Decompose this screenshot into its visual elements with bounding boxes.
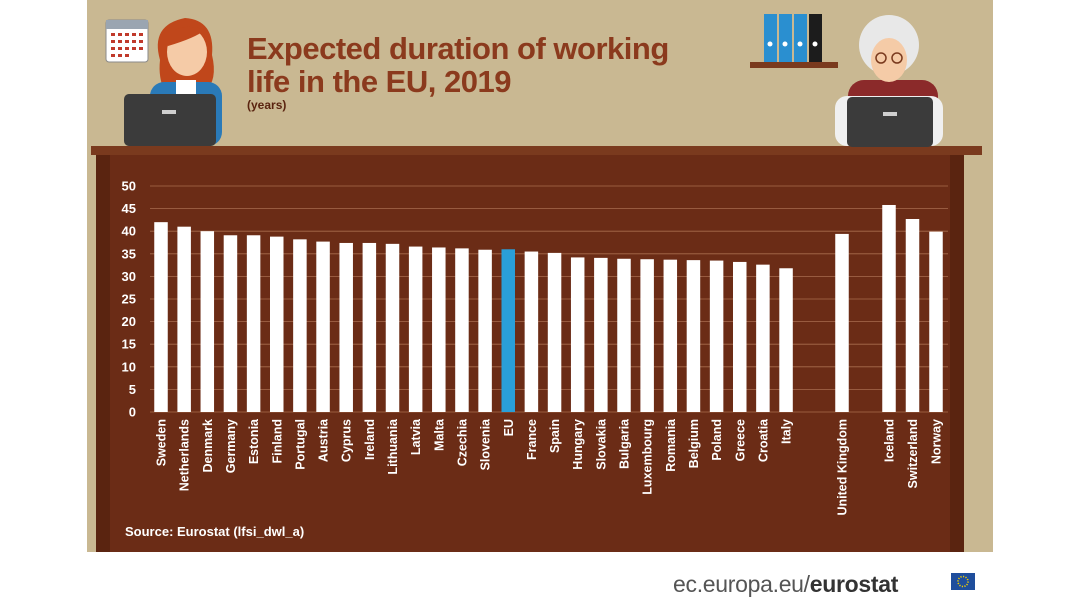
x-tick-label: Estonia — [247, 418, 261, 464]
x-tick-label: Romania — [664, 418, 678, 472]
chart-subtitle: (years) — [247, 98, 287, 112]
title-line-1: Expected duration of working — [247, 31, 669, 66]
desk-leg-left — [96, 155, 110, 552]
bar — [547, 252, 562, 412]
bar — [501, 249, 515, 412]
bar — [293, 239, 307, 412]
bar — [385, 243, 400, 412]
x-tick-label: Slovenia — [479, 418, 493, 470]
chart-title: Expected duration of working life in the… — [247, 32, 669, 98]
y-tick-label: 0 — [129, 405, 136, 420]
bar — [339, 242, 353, 412]
bar — [223, 235, 238, 412]
bar — [200, 231, 215, 412]
x-tick-label: Spain — [548, 419, 562, 453]
x-tick-label: Denmark — [201, 419, 215, 473]
x-tick-label: Poland — [710, 419, 724, 461]
footer-url[interactable]: ec.europa.eu/eurostat — [673, 571, 898, 598]
x-tick-label: Greece — [733, 419, 747, 461]
x-tick-label: Italy — [780, 419, 794, 444]
x-tick-label: Netherlands — [178, 419, 192, 491]
x-tick-label: Hungary — [571, 419, 585, 470]
x-tick-label: United Kingdom — [836, 419, 850, 516]
bar — [177, 226, 191, 412]
x-tick-label: EU — [502, 419, 516, 436]
x-tick-label: Norway — [930, 419, 944, 464]
y-tick-label: 15 — [122, 337, 136, 352]
footer-domain: ec.europa.eu/ — [673, 571, 810, 597]
x-tick-label: Ireland — [363, 419, 377, 460]
bar — [882, 204, 896, 412]
laptop-icon — [124, 94, 216, 146]
desk-leg-right — [950, 155, 964, 552]
desk-top — [91, 146, 982, 155]
bar — [524, 251, 539, 412]
bar — [594, 257, 608, 412]
bar — [709, 260, 724, 412]
bar — [455, 248, 469, 412]
calendar-icon — [105, 19, 149, 63]
y-tick-label: 25 — [122, 292, 136, 307]
bar — [408, 246, 423, 412]
bar — [154, 222, 168, 412]
binders-icon — [750, 14, 838, 68]
x-tick-label: Germany — [224, 419, 238, 473]
x-tick-label: Switzerland — [906, 419, 920, 488]
x-tick-label: Czechia — [455, 418, 469, 466]
y-tick-label: 50 — [122, 179, 136, 194]
y-tick-label: 5 — [129, 382, 136, 397]
bar — [270, 236, 284, 412]
y-tick-label: 30 — [122, 269, 136, 284]
bar — [362, 242, 377, 412]
x-tick-label: Portugal — [293, 419, 307, 470]
bar — [640, 259, 654, 412]
bar — [733, 261, 747, 412]
source-note: Source: Eurostat (lfsi_dwl_a) — [125, 524, 305, 539]
x-tick-label: Austria — [317, 418, 331, 462]
x-tick-label: Iceland — [883, 419, 897, 462]
x-tick-label: Sweden — [155, 419, 169, 466]
x-tick-label: Bulgaria — [618, 418, 632, 469]
y-tick-label: 40 — [122, 224, 136, 239]
bar — [316, 241, 330, 412]
x-tick-label: Croatia — [756, 418, 770, 462]
bar — [570, 257, 585, 412]
bar — [835, 233, 849, 412]
bar — [686, 260, 701, 412]
x-tick-label: Malta — [432, 418, 446, 451]
bar — [663, 259, 678, 412]
eu-flag-icon — [951, 573, 975, 590]
x-tick-label: Lithuania — [386, 418, 400, 475]
laptop-icon — [847, 97, 933, 147]
eu-stars — [957, 575, 969, 588]
y-tick-label: 10 — [122, 359, 136, 374]
bar — [617, 258, 631, 412]
footer-brand: eurostat — [809, 571, 899, 597]
title-line-2: life in the EU, 2019 — [247, 64, 511, 99]
bar — [246, 235, 261, 412]
bar — [905, 218, 920, 412]
bar — [756, 264, 770, 412]
bar — [432, 247, 446, 412]
x-tick-label: Belgium — [687, 419, 701, 468]
x-tick-label: France — [525, 419, 539, 460]
x-tick-label: Cyprus — [340, 419, 354, 462]
bar — [929, 231, 943, 412]
x-tick-label: Slovakia — [594, 418, 608, 470]
bar — [779, 268, 793, 412]
x-tick-label: Latvia — [409, 418, 423, 455]
x-tick-label: Finland — [270, 419, 284, 463]
bar — [478, 249, 492, 412]
y-tick-label: 20 — [122, 314, 136, 329]
y-tick-label: 35 — [122, 246, 136, 261]
x-tick-label: Luxembourg — [641, 419, 655, 495]
y-tick-label: 45 — [122, 201, 136, 216]
